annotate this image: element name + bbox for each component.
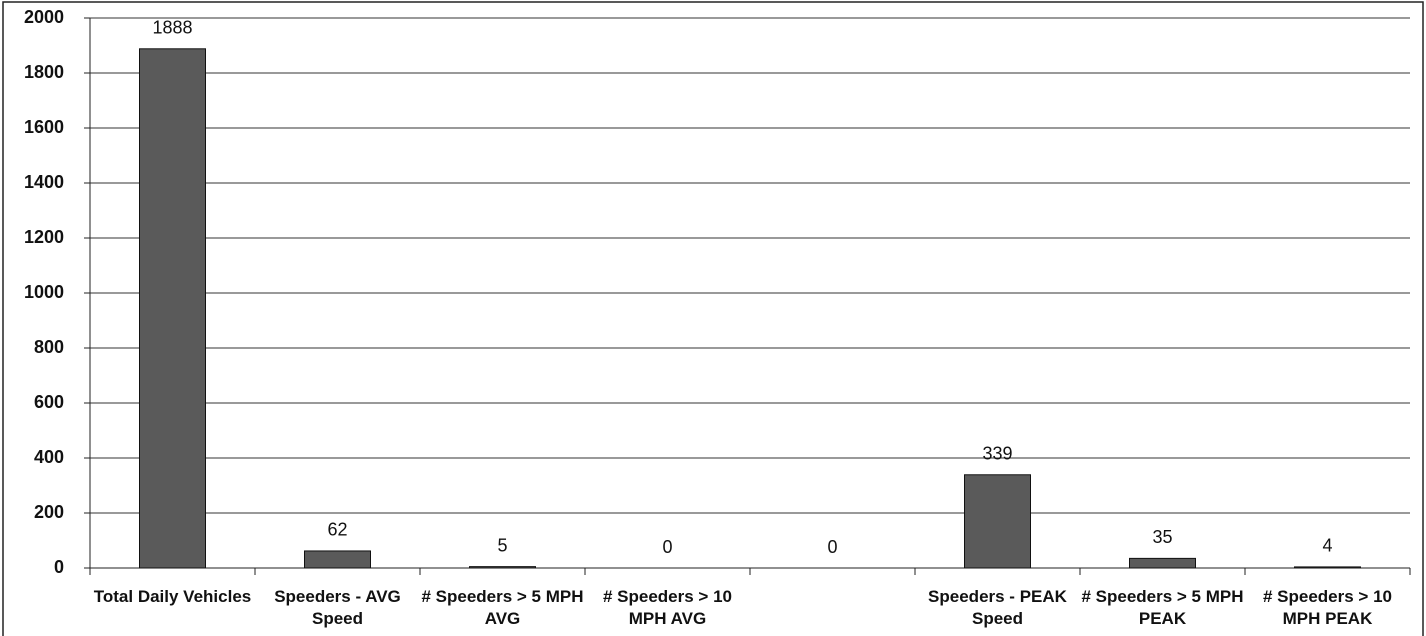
data-label: 62 [327, 520, 347, 540]
y-tick-label: 1600 [24, 117, 64, 137]
bar [1129, 557, 1196, 569]
y-tick-label: 600 [34, 392, 64, 412]
data-label: 1888 [152, 18, 192, 38]
data-label: 4 [1322, 536, 1332, 556]
data-label: 5 [497, 535, 507, 555]
data-label: 339 [982, 444, 1012, 464]
y-tick-label: 0 [54, 557, 64, 577]
y-tick-label: 1400 [24, 172, 64, 192]
bar [964, 474, 1031, 569]
y-tick-label: 2000 [24, 7, 64, 27]
x-tick-label: Speeders - AVG Speed [274, 587, 401, 628]
bar [139, 48, 206, 569]
y-tick-label: 1200 [24, 227, 64, 247]
bar [1294, 566, 1361, 569]
y-tick-label: 1800 [24, 62, 64, 82]
data-label: 35 [1152, 527, 1172, 547]
x-tick-label: # Speeders > 10 MPH PEAK [1262, 587, 1392, 628]
y-tick-label: 1000 [24, 282, 64, 302]
y-tick-label: 800 [34, 337, 64, 357]
x-tick-label: Total Daily Vehicles [93, 587, 252, 606]
x-tick-label: # Speeders > 5 MPH AVG [421, 587, 584, 628]
x-tick-label: # Speeders > 10 MPH AVG [602, 587, 732, 628]
x-tick-label: Speeders - PEAK Speed [928, 587, 1067, 628]
y-tick-label: 400 [34, 447, 64, 467]
bar [304, 550, 371, 569]
data-label: 0 [827, 537, 837, 557]
x-tick-label: # Speeders > 5 MPH PEAK [1081, 587, 1244, 628]
bar [469, 566, 536, 569]
y-tick-label: 200 [34, 502, 64, 522]
data-label: 0 [662, 537, 672, 557]
